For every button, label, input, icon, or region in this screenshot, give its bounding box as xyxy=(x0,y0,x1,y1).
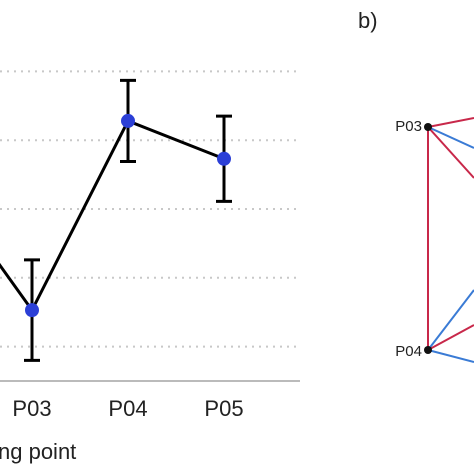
chart-a: P03 P04 P05 xyxy=(0,70,300,421)
node xyxy=(424,346,432,354)
edge xyxy=(427,117,474,128)
edge xyxy=(427,126,474,149)
x-tick-label: P04 xyxy=(108,396,147,421)
x-tick-label: P03 xyxy=(12,396,51,421)
node xyxy=(424,123,432,131)
edge xyxy=(427,289,474,351)
node-label: P03 xyxy=(395,118,422,135)
point xyxy=(25,303,39,318)
x-tick-label: P05 xyxy=(204,396,243,421)
line xyxy=(0,119,225,314)
point xyxy=(217,151,231,166)
edge xyxy=(427,126,474,179)
panel-b: b) P03 P04 xyxy=(358,8,474,363)
x-axis-label: ng point xyxy=(0,439,76,464)
edge xyxy=(427,324,474,351)
panel-label: b) xyxy=(358,8,378,33)
node-label: P04 xyxy=(395,343,422,360)
edge xyxy=(427,349,474,363)
point xyxy=(121,113,135,128)
